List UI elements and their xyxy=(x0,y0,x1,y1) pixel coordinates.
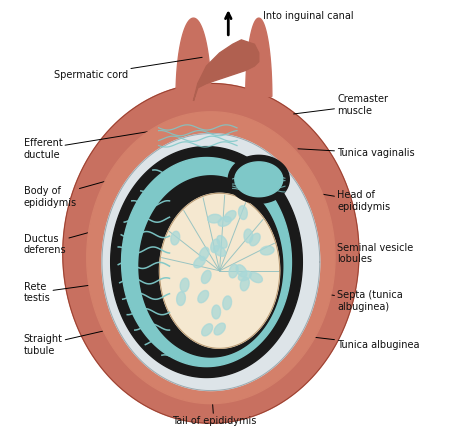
Text: Seminal vesicle
lobules: Seminal vesicle lobules xyxy=(267,240,413,264)
Text: Body of
epididymis: Body of epididymis xyxy=(24,175,128,208)
Polygon shape xyxy=(193,40,259,101)
Polygon shape xyxy=(218,217,231,226)
Polygon shape xyxy=(224,211,236,222)
Polygon shape xyxy=(208,214,221,223)
Polygon shape xyxy=(228,155,289,203)
Polygon shape xyxy=(202,324,213,336)
Text: Septa (tunica
albuginea): Septa (tunica albuginea) xyxy=(263,284,403,312)
Text: Head of
epididymis: Head of epididymis xyxy=(285,188,390,212)
Polygon shape xyxy=(110,147,302,378)
Polygon shape xyxy=(236,265,247,277)
Polygon shape xyxy=(139,176,283,357)
Polygon shape xyxy=(176,18,272,97)
Text: Straight
tubule: Straight tubule xyxy=(24,314,176,356)
Polygon shape xyxy=(171,231,180,245)
Text: Ductus
deferens: Ductus deferens xyxy=(24,223,124,256)
Polygon shape xyxy=(180,278,189,292)
Text: Spermatic cord: Spermatic cord xyxy=(54,57,202,80)
Polygon shape xyxy=(249,273,263,283)
Polygon shape xyxy=(159,193,280,348)
Text: Tail of epididymis: Tail of epididymis xyxy=(172,380,256,426)
Polygon shape xyxy=(102,134,320,391)
Polygon shape xyxy=(213,246,226,257)
Polygon shape xyxy=(200,247,209,260)
Polygon shape xyxy=(229,264,238,278)
Polygon shape xyxy=(214,323,225,335)
Polygon shape xyxy=(211,239,220,253)
Polygon shape xyxy=(177,291,185,305)
Polygon shape xyxy=(63,83,359,423)
Text: Rete
testis: Rete testis xyxy=(24,275,163,303)
Text: Cremaster
muscle: Cremaster muscle xyxy=(293,94,388,116)
Polygon shape xyxy=(201,271,211,284)
Polygon shape xyxy=(121,157,292,367)
Polygon shape xyxy=(198,291,209,303)
Polygon shape xyxy=(260,246,274,255)
Polygon shape xyxy=(217,236,227,248)
Polygon shape xyxy=(240,277,249,291)
Text: Efferent
ductule: Efferent ductule xyxy=(24,132,150,160)
Polygon shape xyxy=(223,296,232,310)
Polygon shape xyxy=(212,305,220,319)
Polygon shape xyxy=(235,162,283,197)
Polygon shape xyxy=(250,233,260,246)
Polygon shape xyxy=(238,271,251,281)
Polygon shape xyxy=(87,112,335,404)
Polygon shape xyxy=(244,229,253,243)
Text: Into inguinal canal: Into inguinal canal xyxy=(263,11,354,21)
Text: Tunica albuginea: Tunica albuginea xyxy=(267,332,419,350)
Polygon shape xyxy=(194,257,205,268)
Polygon shape xyxy=(238,206,247,219)
Text: Tunica vaginalis: Tunica vaginalis xyxy=(298,148,415,158)
